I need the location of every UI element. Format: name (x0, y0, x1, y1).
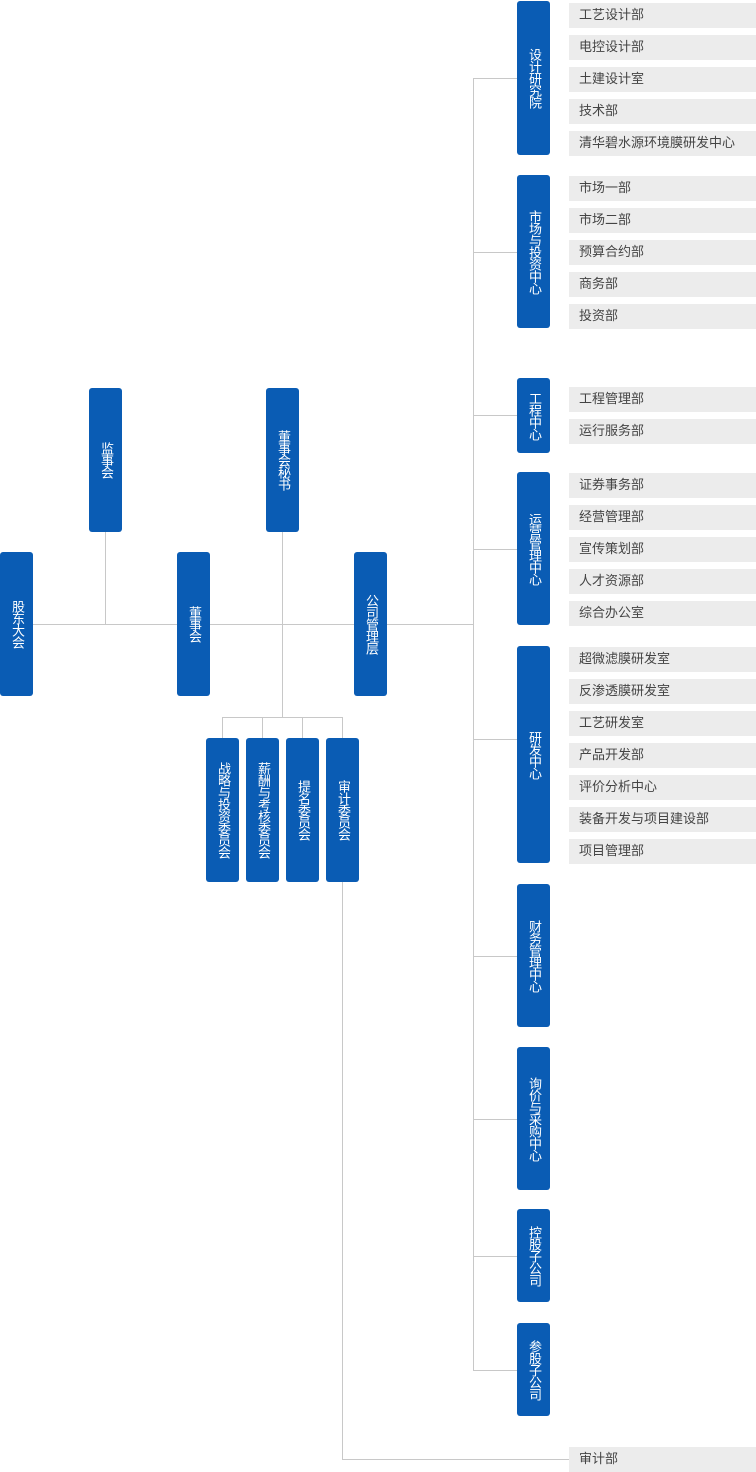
sub-dept[interactable]: 经营管理部 (569, 505, 756, 530)
node-label: 研发中心 (526, 730, 541, 779)
node-committee[interactable]: 薪酬与考核委员会 (246, 738, 279, 882)
node-label: 提名委员会 (295, 780, 310, 840)
sub-dept[interactable]: 商务部 (569, 272, 756, 297)
connector-line (473, 1370, 517, 1371)
sub-dept[interactable]: 投资部 (569, 304, 756, 329)
connector-line (33, 624, 473, 625)
connector-line (222, 717, 223, 738)
sub-dept[interactable]: 证券事务部 (569, 473, 756, 498)
node-department[interactable]: 参股子公司 (517, 1323, 550, 1416)
sub-dept[interactable]: 超微滤膜研发室 (569, 647, 756, 672)
node-label: 董事会 (186, 606, 201, 642)
node-department[interactable]: 财务管理中心 (517, 884, 550, 1027)
sub-dept[interactable]: 市场一部 (569, 176, 756, 201)
sub-dept[interactable]: 工程管理部 (569, 387, 756, 412)
sub-dept[interactable]: 装备开发与项目建设部 (569, 807, 756, 832)
node-supervisors[interactable]: 监事会 (89, 388, 122, 532)
node-label: 监事会 (98, 442, 113, 478)
connector-line (282, 531, 283, 717)
node-label: 战略与投资委员会 (215, 762, 230, 858)
node-department[interactable]: 控股子公司 (517, 1209, 550, 1302)
sub-dept[interactable]: 清华碧水源环境膜研发中心 (569, 131, 756, 156)
node-board[interactable]: 董事会 (177, 552, 210, 696)
node-label: 参股子公司 (526, 1339, 541, 1400)
node-label: 财务管理中心 (526, 919, 541, 992)
node-label: 询价与采购中心 (526, 1076, 541, 1161)
trunk-line (473, 78, 474, 1371)
node-board-secretary[interactable]: 董事会秘书 (266, 388, 299, 532)
node-department[interactable]: 设计研究院 (517, 1, 550, 155)
connector-line (222, 717, 343, 718)
node-label: 市场与投资中心 (526, 209, 541, 294)
node-committee[interactable]: 审计委员会 (326, 738, 359, 882)
node-label: 设计研究院 (526, 48, 541, 108)
connector-line (105, 531, 106, 624)
connector-line (473, 956, 517, 957)
sub-dept[interactable]: 人才资源部 (569, 569, 756, 594)
node-management[interactable]: 公司管理层 (354, 552, 387, 696)
sub-dept[interactable]: 预算合约部 (569, 240, 756, 265)
node-label: 审计委员会 (335, 780, 350, 840)
node-label: 运营管理中心 (526, 512, 541, 585)
connector-line (473, 1256, 517, 1257)
sub-dept[interactable]: 运行服务部 (569, 419, 756, 444)
node-department[interactable]: 工程中心 (517, 378, 550, 453)
connector-line (342, 882, 343, 1460)
sub-dept[interactable]: 项目管理部 (569, 839, 756, 864)
sub-dept[interactable]: 电控设计部 (569, 35, 756, 60)
sub-dept[interactable]: 宣传策划部 (569, 537, 756, 562)
sub-dept[interactable]: 反渗透膜研发室 (569, 679, 756, 704)
node-department[interactable]: 询价与采购中心 (517, 1047, 550, 1190)
connector-line (473, 78, 517, 79)
node-department[interactable]: 研发中心 (517, 646, 550, 863)
node-label: 公司管理层 (363, 594, 378, 654)
connector-line (473, 252, 517, 253)
connector-line (473, 415, 517, 416)
sub-dept[interactable]: 技术部 (569, 99, 756, 124)
node-label: 薪酬与考核委员会 (255, 762, 270, 858)
sub-dept[interactable]: 评价分析中心 (569, 775, 756, 800)
connector-line (302, 717, 303, 738)
connector-line (473, 549, 517, 550)
sub-dept[interactable]: 土建设计室 (569, 67, 756, 92)
node-department[interactable]: 运营管理中心 (517, 472, 550, 625)
sub-dept[interactable]: 综合办公室 (569, 601, 756, 626)
node-department[interactable]: 市场与投资中心 (517, 175, 550, 328)
node-label: 工程中心 (526, 391, 541, 440)
connector-line (473, 1119, 517, 1120)
connector-line (262, 717, 263, 738)
sub-dept[interactable]: 工艺研发室 (569, 711, 756, 736)
connector-line (342, 717, 343, 738)
connector-line (473, 739, 517, 740)
node-label: 股东大会 (9, 600, 24, 648)
sub-dept[interactable]: 工艺设计部 (569, 3, 756, 28)
node-label: 控股子公司 (526, 1225, 541, 1286)
node-committee[interactable]: 战略与投资委员会 (206, 738, 239, 882)
sub-dept[interactable]: 产品开发部 (569, 743, 756, 768)
connector-line (342, 1459, 569, 1460)
sub-dept-audit[interactable]: 审计部 (569, 1447, 756, 1472)
node-label: 董事会秘书 (275, 430, 290, 490)
sub-dept[interactable]: 市场二部 (569, 208, 756, 233)
node-committee[interactable]: 提名委员会 (286, 738, 319, 882)
node-shareholders[interactable]: 股东大会 (0, 552, 33, 696)
